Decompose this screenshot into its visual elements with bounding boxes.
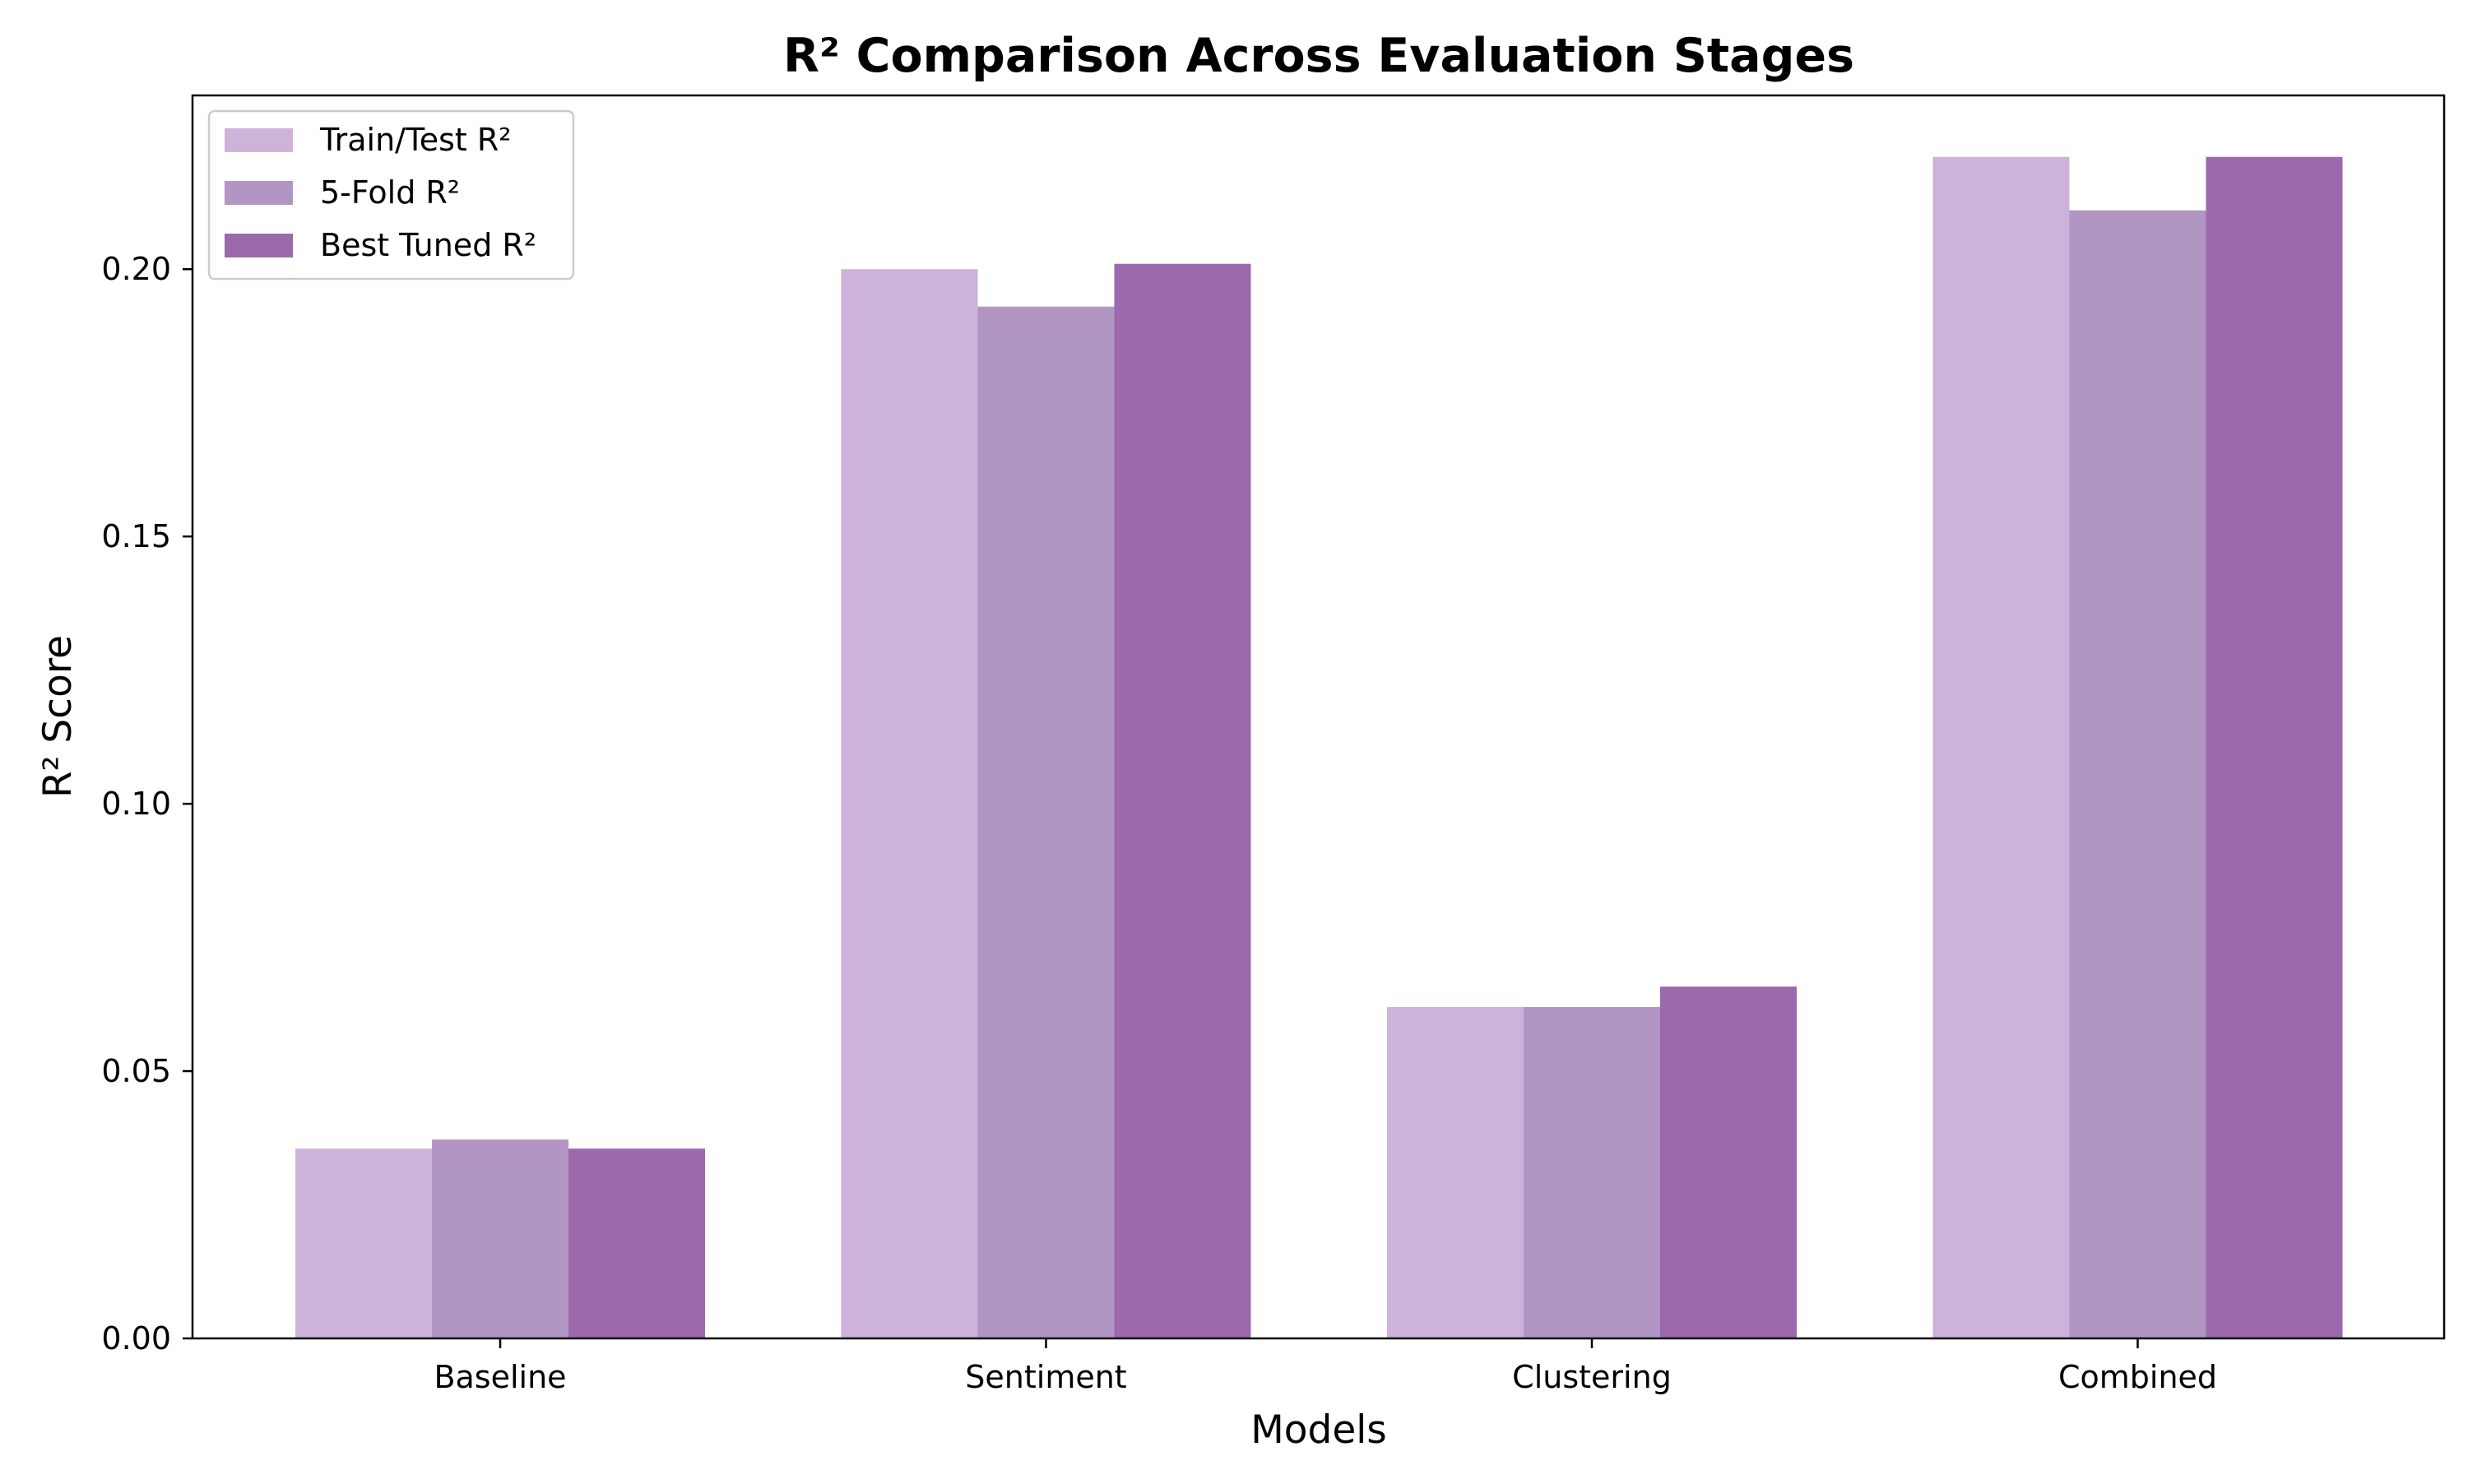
bar-sentiment-series-1 — [841, 269, 978, 1338]
legend-label-series-2: 5-Fold R² — [320, 174, 460, 211]
bar-combined-series-1 — [1932, 156, 2070, 1338]
chart-title: R² Comparison Across Evaluation Stages — [783, 29, 1854, 83]
x-tick-label: Sentiment — [965, 1359, 1126, 1395]
x-axis-label: Models — [1250, 1407, 1387, 1453]
bar-combined-series-2 — [2069, 210, 2206, 1338]
x-tick-label: Baseline — [434, 1359, 566, 1395]
bar-combined-series-3 — [2206, 156, 2343, 1338]
bar-baseline-series-2 — [432, 1139, 568, 1338]
legend-label-series-1: Train/Test R² — [319, 122, 512, 158]
legend-swatch-series-2 — [225, 181, 293, 205]
bar-clustering-series-3 — [1660, 986, 1797, 1338]
bar-sentiment-series-2 — [977, 306, 1115, 1338]
x-tick-label: Clustering — [1512, 1359, 1672, 1395]
bars-layer — [295, 156, 2343, 1339]
y-tick-label: 0.15 — [101, 518, 171, 554]
legend-swatch-series-1 — [225, 128, 293, 152]
legend-swatch-series-3 — [225, 234, 293, 257]
bar-clustering-series-1 — [1387, 1007, 1524, 1338]
bar-clustering-series-2 — [1524, 1007, 1660, 1338]
ticks-layer: Baseline Sentiment Clustering Combined 0.00 0… — [101, 251, 2217, 1395]
y-tick-label: 0.10 — [101, 786, 171, 822]
y-tick-label: 0.05 — [101, 1053, 171, 1089]
y-tick-label: 0.20 — [101, 251, 171, 287]
x-tick-label: Combined — [2058, 1359, 2217, 1395]
bar-baseline-series-3 — [568, 1148, 705, 1338]
legend: Train/Test R² 5-Fold R² Best Tuned R² — [207, 109, 575, 281]
bar-baseline-series-1 — [295, 1148, 432, 1338]
bar-sentiment-series-3 — [1114, 263, 1251, 1339]
y-tick-label: 0.00 — [101, 1320, 171, 1356]
y-axis-label: R² Score — [35, 635, 81, 798]
legend-frame — [207, 109, 575, 281]
plot-area-frame — [191, 94, 2446, 1340]
legend-label-series-3: Best Tuned R² — [320, 227, 536, 263]
